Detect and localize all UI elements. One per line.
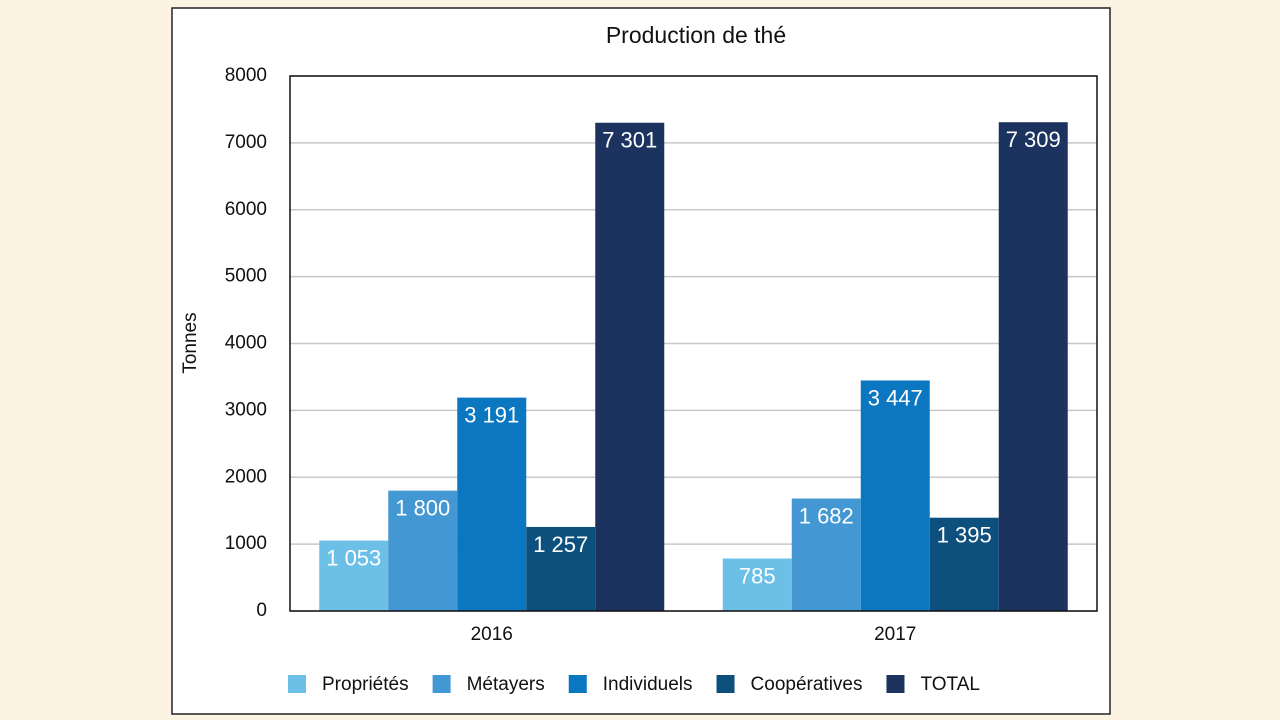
y-tick-label: 2000	[225, 466, 267, 487]
y-tick-label: 8000	[225, 65, 267, 86]
x-tick-label: 2017	[874, 624, 916, 645]
legend-label: TOTAL	[920, 674, 979, 695]
legend-swatch	[568, 675, 587, 693]
legend-label: Individuels	[603, 674, 693, 695]
value-label: 3 447	[868, 385, 923, 410]
bar	[595, 122, 665, 611]
bar	[319, 540, 389, 611]
bar	[457, 397, 527, 611]
value-label: 785	[739, 563, 776, 588]
value-label: 1 682	[799, 503, 854, 528]
legend-label: Propriétés	[322, 674, 409, 695]
value-label: 1 257	[533, 532, 588, 557]
y-tick-label: 3000	[225, 399, 267, 420]
value-label: 7 301	[602, 128, 657, 153]
bar	[791, 498, 861, 611]
legend-swatch	[288, 675, 306, 693]
y-axis-label: Tonnes	[180, 312, 201, 373]
bar	[860, 380, 930, 611]
bar	[998, 122, 1068, 611]
y-tick-label: 7000	[225, 132, 267, 153]
y-tick-label: 1000	[225, 533, 267, 554]
bar	[929, 517, 999, 611]
legend-swatch	[432, 675, 451, 693]
bar	[526, 526, 596, 611]
chart-title: Production de thé	[606, 22, 786, 48]
value-label: 7 309	[1006, 127, 1061, 152]
y-tick-label: 6000	[225, 199, 267, 220]
y-tick-label: 5000	[225, 266, 267, 287]
bar	[722, 558, 792, 611]
value-label: 1 395	[937, 523, 992, 548]
legend-label: Coopératives	[751, 674, 863, 695]
legend-swatch	[886, 675, 905, 693]
y-tick-label: 4000	[225, 333, 267, 354]
value-label: 3 191	[464, 402, 519, 427]
value-label: 1 053	[326, 545, 381, 570]
value-label: 1 800	[395, 495, 450, 520]
legend-swatch	[716, 675, 735, 693]
y-tick-label: 0	[256, 600, 267, 621]
plot-border	[289, 75, 1098, 612]
x-tick-label: 2016	[471, 624, 513, 645]
bar	[388, 490, 458, 611]
legend-label: Métayers	[467, 674, 545, 695]
